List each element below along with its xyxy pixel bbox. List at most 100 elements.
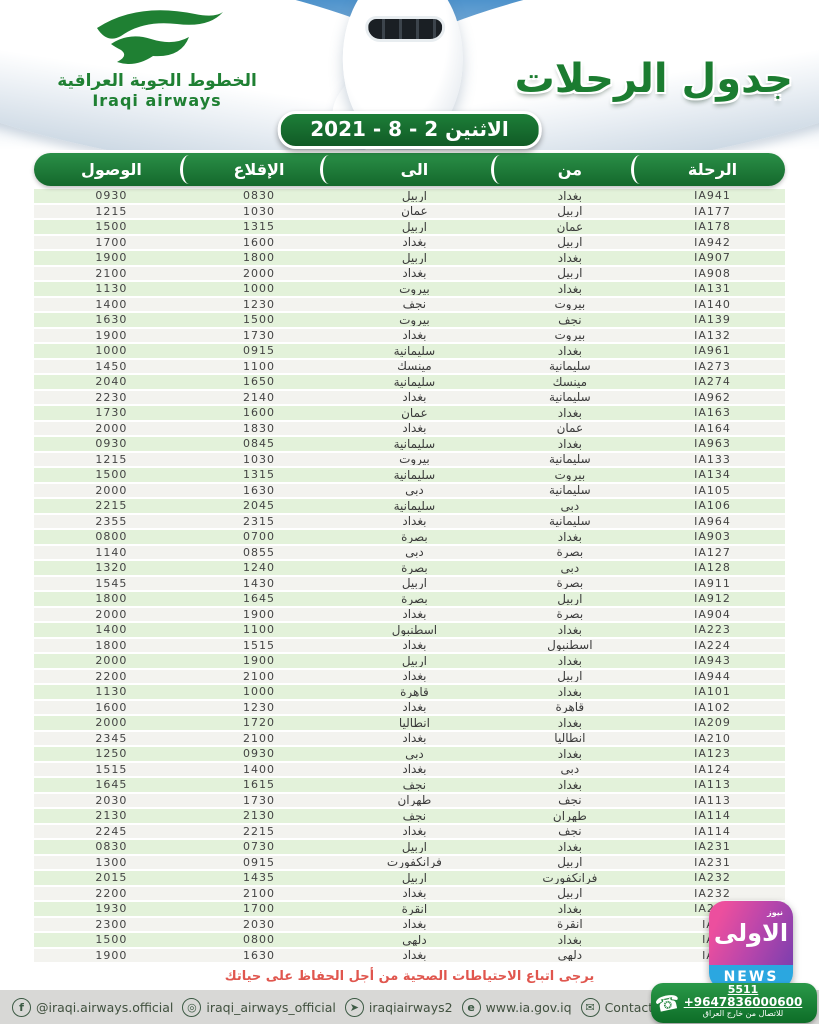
table-row: IA942 اربيل بغداد 1600 1700 [34,235,785,251]
table-row: IA113 نجف طهران 1730 2030 [34,793,785,809]
to-city: دبى [405,747,424,760]
flight-number: IA209 [694,717,731,729]
arrival-time: 2015 [95,872,128,884]
departure-time: 1000 [242,283,275,295]
news-logo-top: نيوز الاولى [709,901,793,965]
to-city: قاهرة [400,685,429,698]
arrival-time: 1900 [95,329,128,341]
from-city: بغداد [557,530,582,543]
table-row: IA127 بصرة دبى 0855 1140 [34,545,785,561]
to-city: بغداد [402,732,427,745]
departure-time: 0730 [242,841,275,853]
from-city: انطاليا [554,732,586,745]
to-city: بيروت [399,453,430,466]
footer-contact-item: ◎ iraqi_airways_official [182,997,336,1017]
from-city: بصرة [556,577,584,590]
table-row: IA128 دبى بصرة 1240 1320 [34,561,785,577]
from-city: نجف [558,313,582,326]
departure-time: 1630 [242,949,275,961]
to-city: سليمانية [393,437,436,450]
schedule-date-badge: الاثنين 2 - 8 - 2021 [277,111,542,149]
from-city: مينسك [552,375,588,388]
to-city: عمان [401,205,428,218]
from-city: اربيل [557,856,583,869]
from-city: اربيل [557,592,583,605]
table-row: IA132 بيروت بغداد 1730 1900 [34,328,785,344]
from-city: سليمانية [549,453,591,466]
from-city: دبى [560,561,580,574]
flight-number: IA903 [694,531,731,543]
arrival-time: 1645 [95,779,128,791]
arrival-time: 1500 [95,469,128,481]
table-row: IA106 دبى سليمانية 2045 2215 [34,499,785,515]
departure-time: 1230 [242,701,275,713]
flight-number: IA131 [694,283,731,295]
flight-number: IA944 [694,670,731,682]
from-city: بغداد [557,747,582,760]
flight-number: IA942 [694,236,731,248]
footer-contact-label: iraqi_airways_official [206,999,336,1015]
arrival-time: 2245 [95,825,128,837]
flight-number: IA105 [694,484,731,496]
arrival-time: 1000 [95,345,128,357]
to-city: دبى [405,546,424,559]
from-city: اربيل [557,887,583,900]
table-row: IA223 بغداد اسطنبول 1100 1400 [34,623,785,639]
from-city: اربيل [557,236,583,249]
to-city: طهران [397,794,432,807]
arrival-time: 2040 [95,376,128,388]
table-row: IA941 بغداد اربيل 0830 0930 [34,189,785,205]
to-city: بيروت [399,282,430,295]
from-city: سليمانية [549,515,591,528]
table-row: IA101 بغداد قاهرة 1000 1130 [34,685,785,701]
table-row: IA140 بيروت نجف 1230 1400 [34,297,785,313]
flight-number: IA210 [694,732,731,744]
flight-number: IA101 [694,686,731,698]
from-city: دبى [560,763,580,776]
arrival-time: 1500 [95,221,128,233]
arrival-time: 2000 [95,655,128,667]
table-row: IA123 بغداد دبى 0930 1250 [34,747,785,763]
from-city: عمان [556,220,584,233]
table-row: IA4 دلهي بغداد 1630 1900 [34,948,785,964]
flight-number: IA232 [694,887,731,899]
table-row: IA903 بغداد بصرة 0700 0800 [34,530,785,546]
from-city: اسطنبول [547,639,593,652]
departure-time: 1315 [242,221,275,233]
table-row: IA139 نجف بيروت 1500 1630 [34,313,785,329]
table-row: IA231 اربيل فرانكفورت 0915 1300 [34,855,785,871]
to-city: اربيل [401,840,427,853]
facebook-icon: f [12,997,31,1017]
phone-international-number: +9647836000600 [683,995,803,1010]
flight-number: IA124 [694,763,731,775]
flight-number: IA133 [694,453,731,465]
email-icon: ✉ [580,997,600,1017]
table-row: IA232 فرانكفورت اربيل 1435 2015 [34,871,785,887]
column-header-arrival: الوصول [80,160,142,179]
arrival-time: 1140 [95,546,128,558]
departure-time: 1030 [242,453,275,465]
table-row: IA963 بغداد سليمانية 0845 0930 [34,437,785,453]
departure-time: 1700 [242,903,275,915]
health-notice: يرجى اتباع الاحتياطات الصحية من أجل الحف… [224,969,595,984]
to-city: دلهى [402,933,427,946]
flight-number: IA912 [694,593,731,605]
footer-contact-label: @iraqi.airways.official [36,999,174,1015]
table-header-row: الرحلة من الى الإقلاع الوصول [34,153,785,186]
from-city: بغداد [557,189,582,202]
table-row: IA904 بصرة بغداد 1900 2000 [34,607,785,623]
departure-time: 1435 [242,872,275,884]
from-city: بغداد [557,716,582,729]
flight-number: IA223 [694,624,731,636]
header-separator-arc [631,155,649,184]
airplane-cockpit-windows [364,16,445,42]
flight-number: IA178 [694,221,731,233]
departure-time: 1630 [242,484,275,496]
arrival-time: 1900 [95,252,128,264]
arrival-time: 1400 [95,624,128,636]
column-header-departure: الإقلاع [233,160,285,179]
from-city: سليمانية [549,360,591,373]
flight-number: IA163 [694,407,731,419]
footer-contact-item: f @iraqi.airways.official [12,997,174,1017]
flight-table-body: IA941 بغداد اربيل 0830 0930 IA177 اربيل … [34,189,785,964]
